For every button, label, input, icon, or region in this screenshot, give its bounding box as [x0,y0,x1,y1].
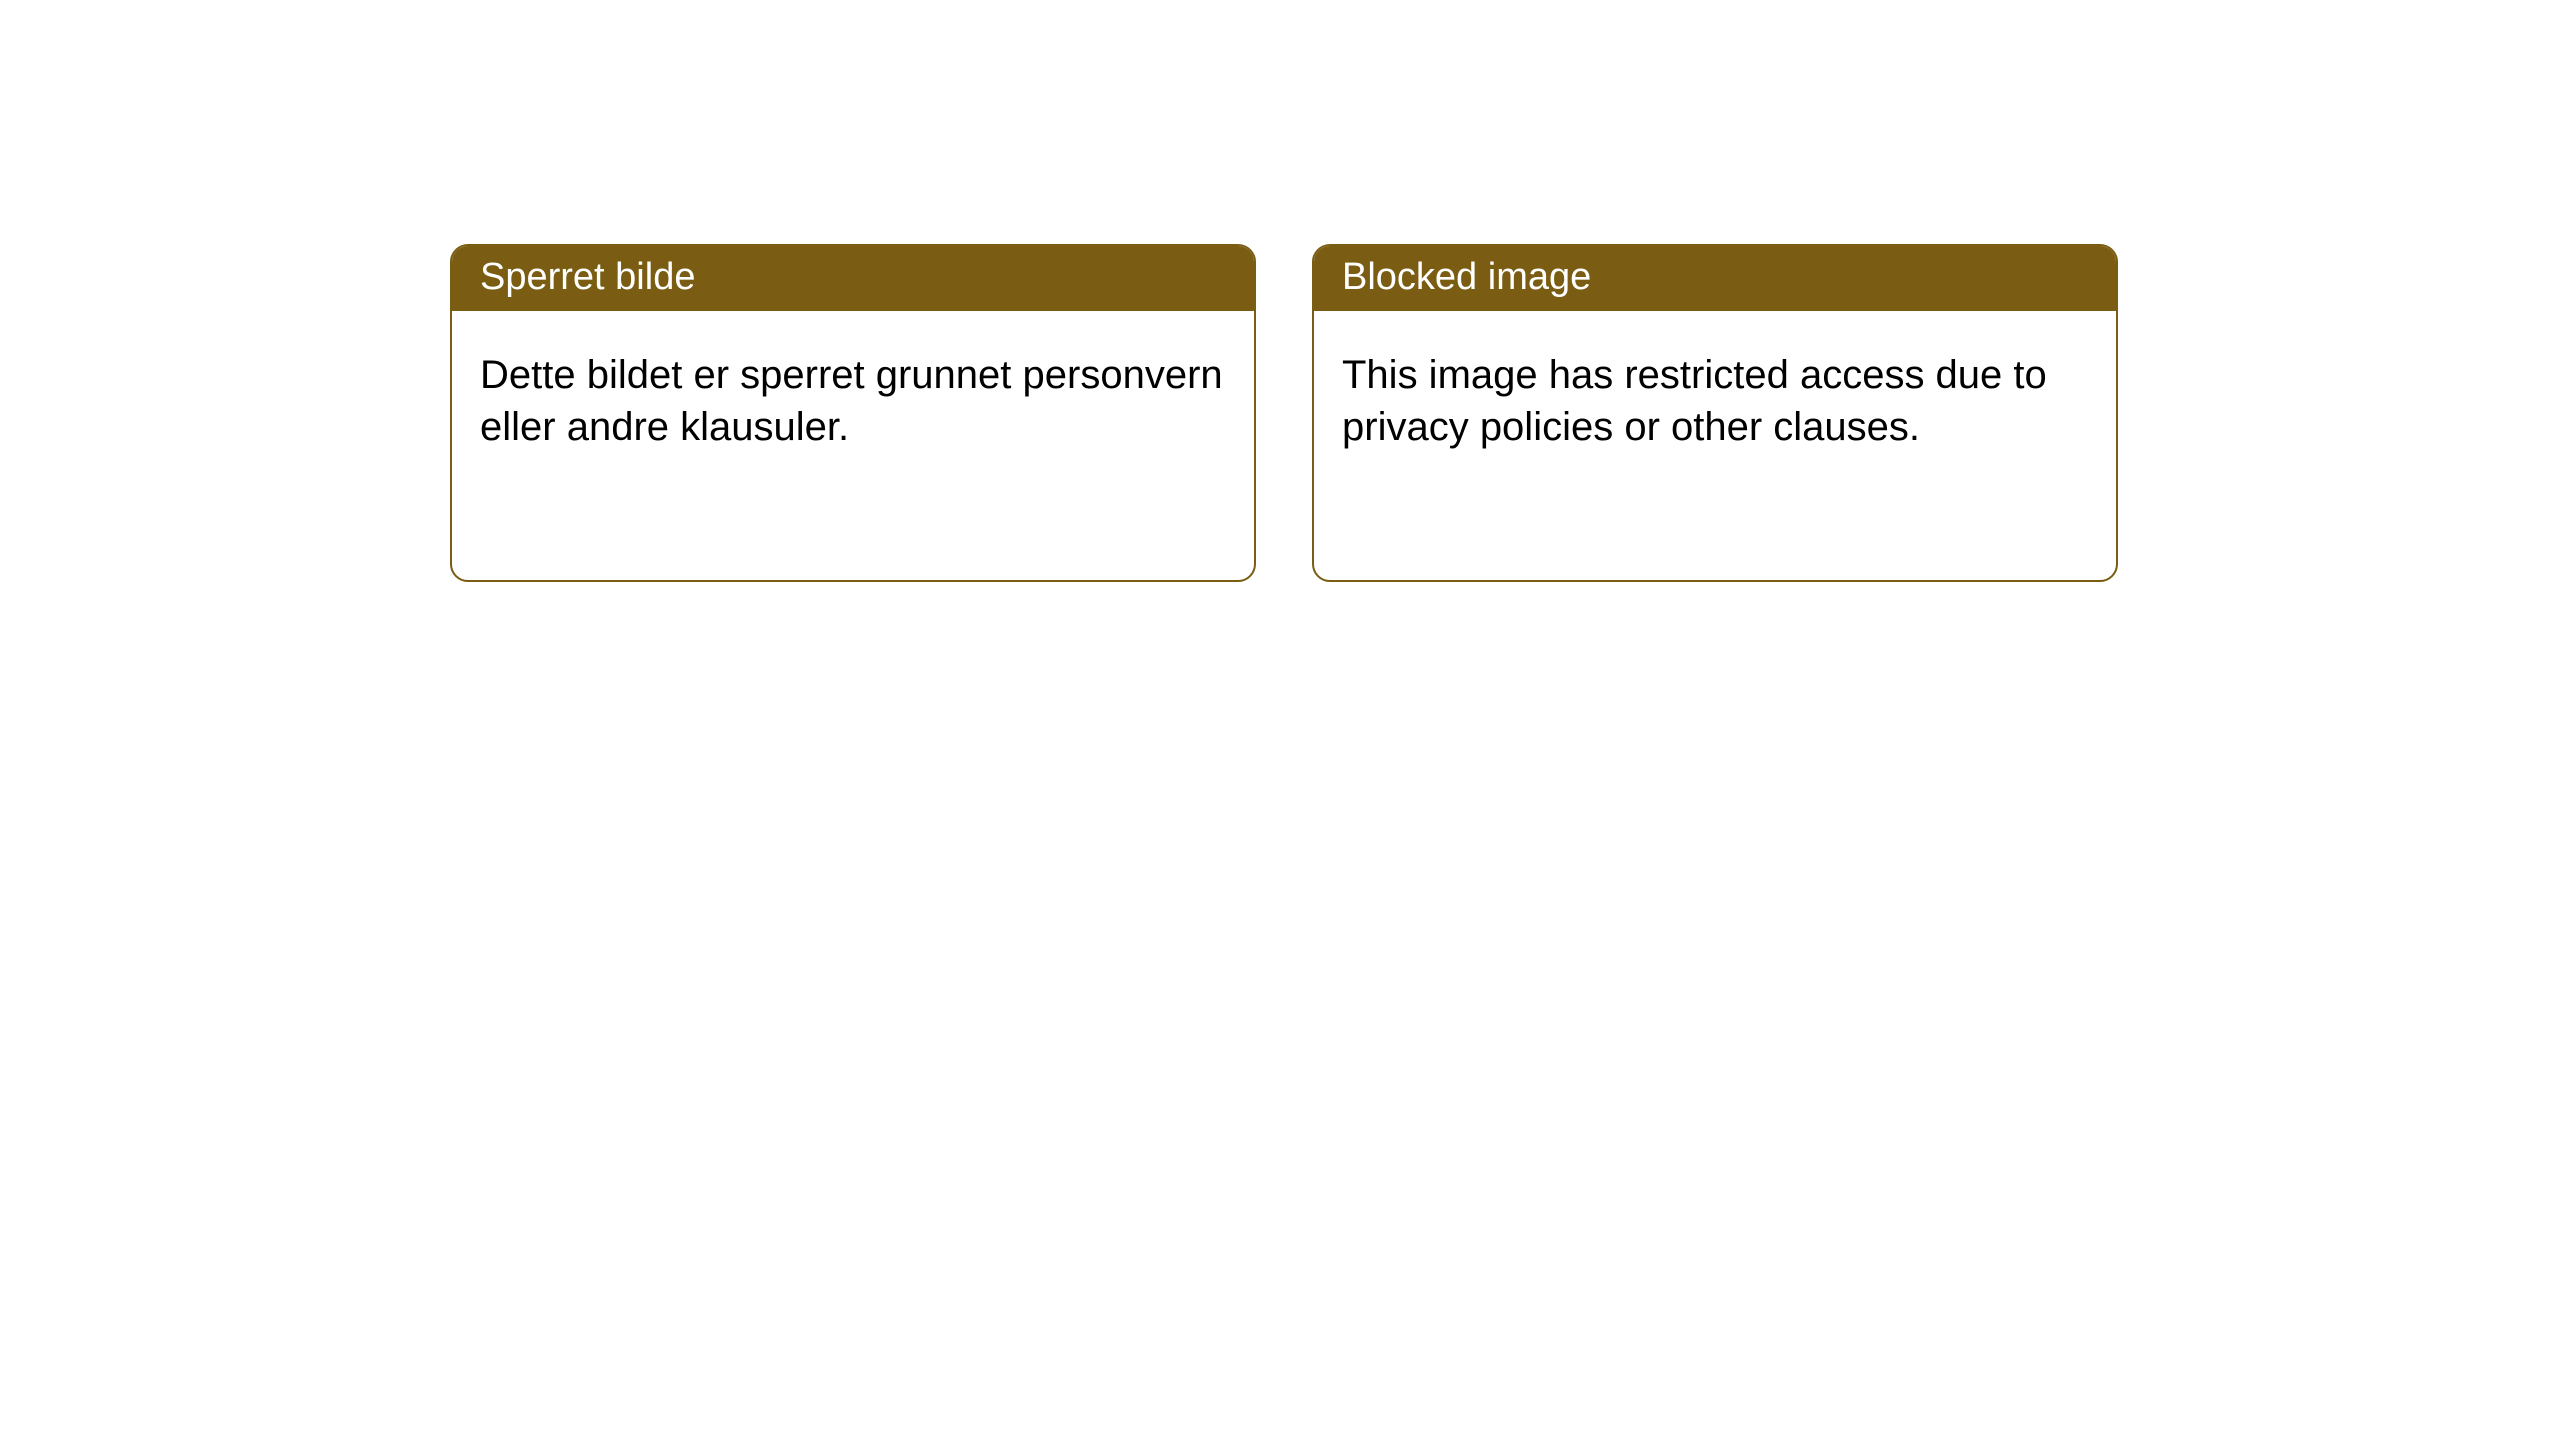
blocked-image-card-no: Sperret bilde Dette bildet er sperret gr… [450,244,1256,582]
card-body-text-no: Dette bildet er sperret grunnet personve… [480,353,1223,449]
card-title-no: Sperret bilde [480,256,695,298]
card-header-no: Sperret bilde [452,246,1254,311]
card-body-no: Dette bildet er sperret grunnet personve… [452,311,1254,481]
card-title-en: Blocked image [1342,256,1591,298]
card-body-text-en: This image has restricted access due to … [1342,353,2047,449]
card-body-en: This image has restricted access due to … [1314,311,2116,481]
card-header-en: Blocked image [1314,246,2116,311]
blocked-image-cards-container: Sperret bilde Dette bildet er sperret gr… [450,244,2118,582]
blocked-image-card-en: Blocked image This image has restricted … [1312,244,2118,582]
